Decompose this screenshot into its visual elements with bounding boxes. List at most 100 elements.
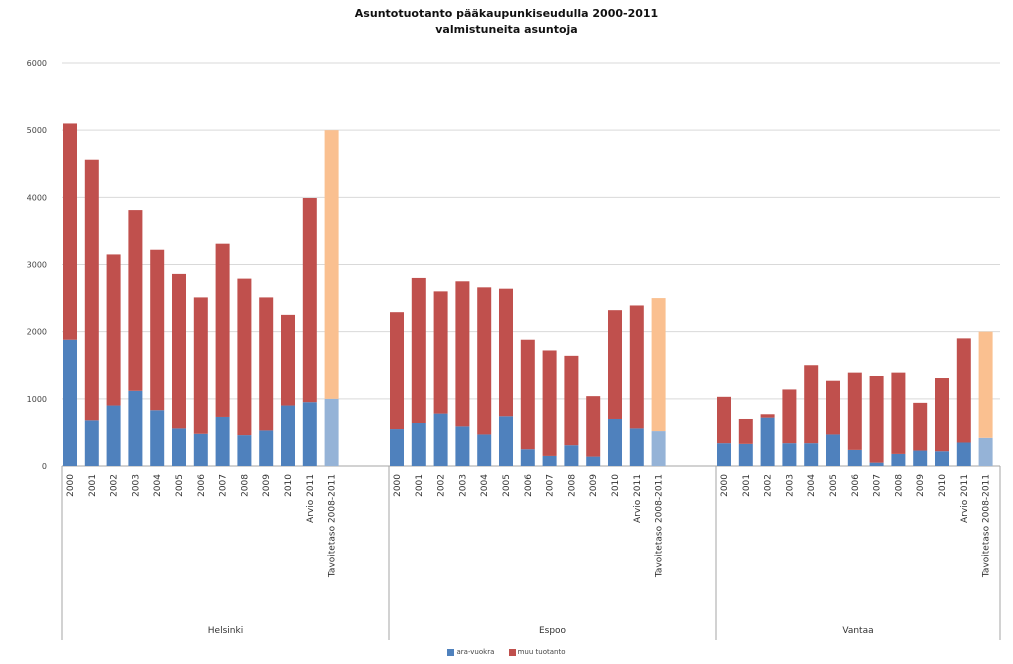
y-tick-label: 2000 (27, 328, 47, 337)
bar-muu-tuotanto (390, 312, 404, 430)
x-tick-label: 2002 (437, 474, 447, 497)
legend-swatch-ara (447, 648, 455, 656)
bar-ara-vuokra (150, 410, 165, 466)
x-tick-label: 2009 (589, 474, 599, 497)
bar-muu-tuotanto (608, 310, 622, 419)
bar-ara-vuokra (564, 445, 579, 466)
bar-muu-tuotanto (302, 198, 317, 403)
x-tick-label: 2000 (66, 474, 76, 497)
bar-muu-tuotanto (128, 210, 143, 391)
bar-muu-tuotanto (520, 339, 535, 450)
y-tick-label: 3000 (27, 261, 47, 270)
bar-muu-tuotanto (913, 402, 928, 451)
legend-item-ara: ara-vuokra (447, 648, 494, 656)
bar-ara-vuokra (215, 416, 230, 466)
bar-ara-vuokra (869, 462, 884, 466)
bar-muu-tuotanto (84, 159, 99, 421)
x-tick-label: 2009 (916, 474, 926, 497)
chart-title-block: Asuntotuotanto pääkaupunkiseudulla 2000-… (0, 6, 1013, 38)
bar-ara-vuokra (717, 443, 731, 466)
legend-item-muu: muu tuotanto (508, 648, 566, 656)
x-tick-label: 2002 (110, 474, 120, 497)
x-tick-label: 2003 (131, 474, 141, 497)
bar-ara-vuokra (106, 405, 121, 466)
bar-muu-tuotanto (63, 123, 77, 340)
chart-subtitle: valmistuneita asuntoja (435, 23, 578, 36)
bar-muu-tuotanto (717, 396, 731, 444)
bar-ara-vuokra (956, 442, 971, 466)
bar-muu-tuotanto (281, 314, 295, 406)
bar-ara-vuokra (738, 443, 753, 466)
bar-ara-vuokra (978, 437, 993, 466)
bar-muu-tuotanto (237, 278, 252, 436)
bar-ara-vuokra (172, 428, 186, 466)
y-tick-label: 5000 (27, 126, 47, 135)
group-label: Vantaa (842, 626, 873, 636)
bar-muu-tuotanto (804, 365, 819, 444)
bar-ara-vuokra (542, 455, 557, 466)
x-tick-label: 2004 (153, 474, 163, 497)
bar-ara-vuokra (847, 449, 862, 466)
y-tick-label: 1000 (27, 395, 47, 404)
bar-muu-tuotanto (935, 378, 949, 452)
x-tick-label: 2006 (197, 474, 207, 497)
bar-muu-tuotanto (564, 355, 579, 446)
bar-ara-vuokra (259, 430, 274, 466)
x-tick-label: 2010 (611, 474, 621, 497)
x-tick-label: 2004 (807, 474, 817, 497)
bar-muu-tuotanto (782, 389, 797, 444)
bar-muu-tuotanto (106, 254, 121, 406)
x-tick-label: 2002 (764, 474, 774, 497)
bar-muu-tuotanto (477, 287, 492, 435)
bar-muu-tuotanto (738, 418, 753, 444)
bar-muu-tuotanto (324, 130, 339, 399)
bar-muu-tuotanto (826, 380, 840, 435)
x-tick-label: 2010 (284, 474, 294, 497)
bar-ara-vuokra (193, 433, 208, 466)
bar-muu-tuotanto (978, 331, 993, 438)
x-tick-label: 2005 (175, 474, 185, 497)
bar-ara-vuokra (455, 426, 470, 466)
bar-ara-vuokra (608, 418, 622, 466)
y-tick-label: 6000 (27, 59, 47, 68)
bar-ara-vuokra (390, 429, 404, 466)
bar-ara-vuokra (411, 423, 426, 466)
bar-ara-vuokra (782, 443, 797, 466)
x-tick-label: 2001 (742, 474, 752, 497)
x-tick-label: 2006 (851, 474, 861, 497)
bar-muu-tuotanto (433, 291, 448, 414)
bar-muu-tuotanto (411, 277, 426, 424)
bar-muu-tuotanto (956, 338, 971, 443)
bar-muu-tuotanto (172, 273, 186, 429)
legend-swatch-muu (508, 648, 516, 656)
x-tick-label: 2003 (785, 474, 795, 497)
bar-ara-vuokra (651, 431, 666, 466)
legend-label-muu: muu tuotanto (517, 648, 566, 656)
bar-muu-tuotanto (847, 372, 862, 450)
bar-ara-vuokra (499, 416, 513, 466)
bar-muu-tuotanto (891, 372, 906, 454)
x-tick-label: 2004 (480, 474, 490, 497)
bar-muu-tuotanto (542, 350, 557, 456)
x-tick-label: Arvio 2011 (960, 474, 970, 523)
bar-ara-vuokra (281, 405, 295, 466)
bar-ara-vuokra (891, 453, 906, 466)
bar-muu-tuotanto (193, 297, 208, 434)
legend: ara-vuokra muu tuotanto (0, 648, 1013, 656)
x-tick-label: 2007 (873, 474, 883, 497)
y-tick-label: 4000 (27, 193, 47, 202)
x-tick-label: Arvio 2011 (306, 474, 316, 523)
bar-muu-tuotanto (760, 414, 775, 418)
x-tick-label: Tavoitetaso 2008-2011 (328, 474, 338, 578)
bar-muu-tuotanto (586, 396, 601, 457)
bar-muu-tuotanto (499, 288, 513, 417)
group-label: Espoo (539, 626, 567, 636)
x-tick-label: 2000 (720, 474, 730, 497)
bar-ara-vuokra (586, 456, 601, 466)
bar-muu-tuotanto (869, 375, 884, 463)
x-tick-label: 2006 (524, 474, 534, 497)
bar-ara-vuokra (760, 417, 775, 466)
legend-label-ara: ara-vuokra (456, 648, 495, 656)
y-tick-label: 0 (42, 462, 47, 471)
